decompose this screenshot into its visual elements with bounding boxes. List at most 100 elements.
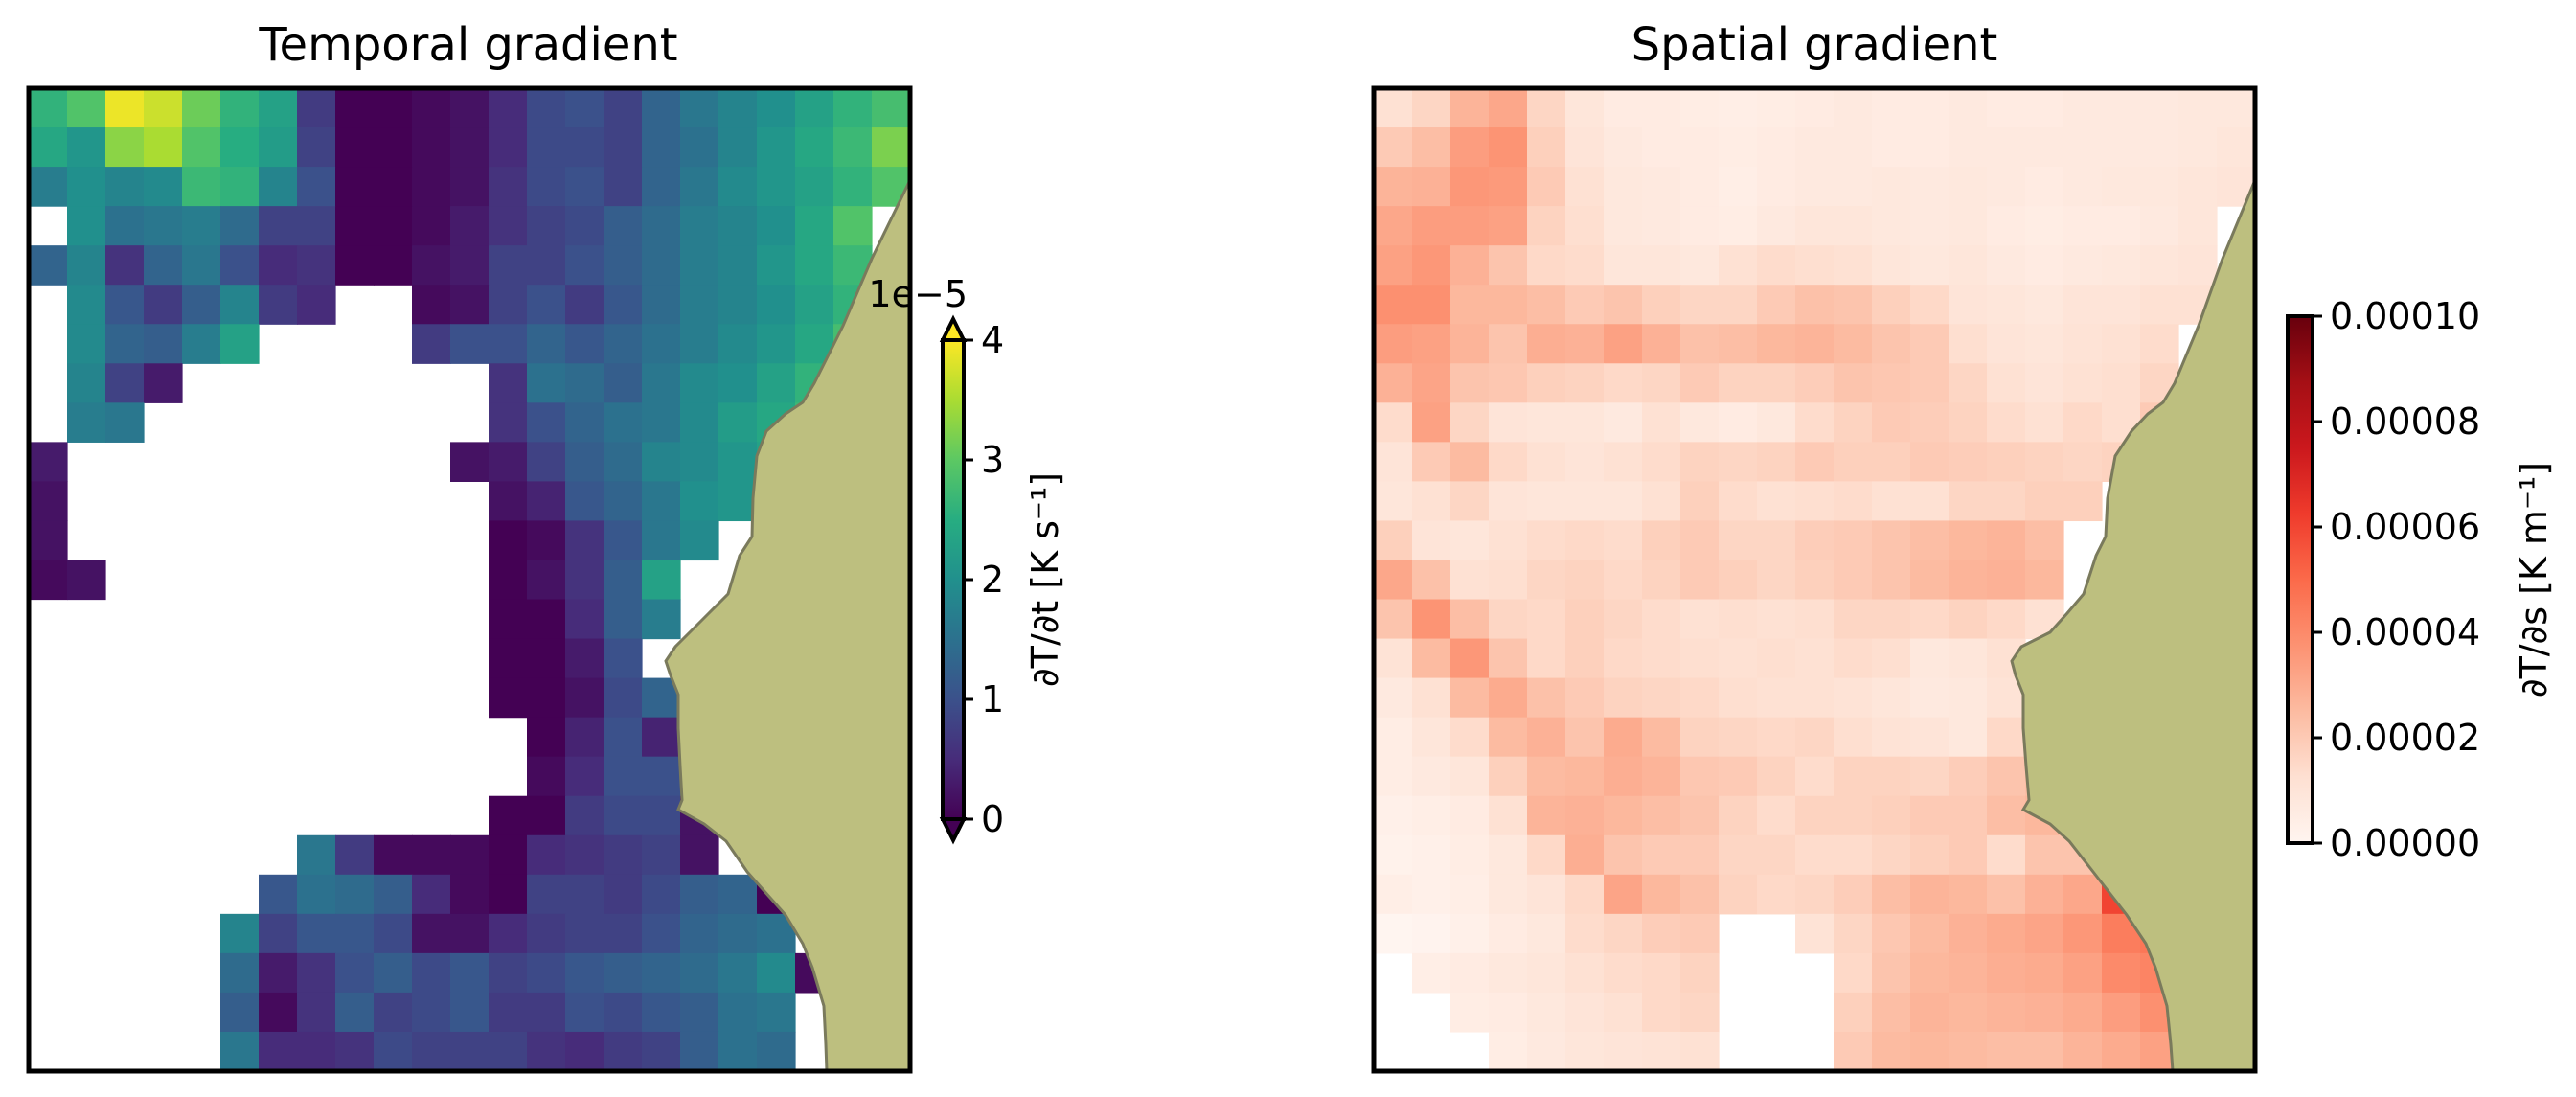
spatial-gradient-cell (1680, 520, 1720, 561)
spatial-gradient-colorbar-tick-label: 0.00010 (2330, 295, 2480, 337)
temporal-gradient-cell (718, 324, 758, 364)
temporal-gradient-cell (489, 324, 528, 364)
temporal-gradient-cell (642, 324, 681, 364)
spatial-gradient-cell (1910, 599, 1949, 640)
temporal-gradient-cell (565, 992, 604, 1033)
temporal-gradient-cell (642, 952, 681, 994)
spatial-gradient-cell (2178, 206, 2218, 246)
temporal-gradient-cell (527, 638, 566, 679)
temporal-gradient-cell (182, 127, 221, 168)
spatial-gradient-cell (1834, 481, 1873, 522)
spatial-gradient-cell (1834, 88, 1873, 128)
spatial-gradient-cell (1642, 952, 1681, 994)
spatial-gradient-cell (1987, 442, 2026, 482)
spatial-gradient-cell (1374, 756, 1413, 797)
temporal-gradient-cell (565, 88, 604, 128)
temporal-gradient-cell (680, 481, 719, 522)
temporal-gradient-cell (527, 717, 566, 758)
temporal-gradient-cell (757, 363, 796, 403)
temporal-gradient-cell (259, 167, 298, 207)
spatial-gradient-cell (1872, 206, 1911, 246)
spatial-gradient-colorbar-ticks: 0.00000 0.00002 0.00004 0.00006 0.00008 0.000… (2313, 295, 2480, 864)
spatial-gradient-cell (1834, 442, 1873, 482)
spatial-gradient-cell (1910, 717, 1949, 758)
spatial-gradient-cell (1910, 520, 1949, 561)
temporal-gradient-cell (489, 952, 528, 994)
spatial-gradient-cell (1949, 206, 1988, 246)
spatial-gradient-cell (1910, 560, 1949, 601)
spatial-gradient-cell (1872, 167, 1911, 207)
spatial-gradient-cell (1489, 1031, 1528, 1072)
spatial-gradient-cell (1757, 638, 1796, 679)
spatial-gradient-cell (1949, 756, 1988, 797)
spatial-gradient-cell (1565, 560, 1605, 601)
temporal-gradient-cell (833, 88, 873, 128)
temporal-gradient-cell (527, 481, 566, 522)
temporal-gradient-cell (489, 599, 528, 640)
spatial-gradient-cell (1987, 834, 2026, 876)
temporal-gradient-cell (565, 167, 604, 207)
spatial-gradient-cell (1987, 756, 2026, 797)
temporal-gradient-cell (105, 363, 145, 403)
temporal-gradient-cell (757, 324, 796, 364)
spatial-gradient-cell (1795, 285, 1835, 325)
temporal-gradient-cell (182, 285, 221, 325)
temporal-gradient-cell (297, 874, 336, 915)
spatial-gradient-cell (1987, 560, 2026, 601)
spatial-gradient-cell (1604, 363, 1643, 403)
temporal-gradient-cell (604, 442, 643, 482)
spatial-gradient-colorbar-tick-label: 0.00006 (2330, 506, 2480, 548)
spatial-gradient-cell (1949, 88, 1988, 128)
temporal-gradient-cell (335, 127, 375, 168)
temporal-gradient-cell (642, 717, 681, 758)
temporal-gradient-colorbar-ticks: 0 1 2 3 4 (964, 319, 1004, 840)
spatial-gradient-cell (1412, 520, 1451, 561)
temporal-gradient-cell (757, 167, 796, 207)
spatial-gradient-cell (1565, 952, 1605, 994)
spatial-gradient-cell (2063, 1031, 2103, 1072)
spatial-gradient-cell (1527, 599, 1566, 640)
spatial-gradient-cell (1642, 206, 1681, 246)
temporal-gradient-cell (527, 1031, 566, 1072)
temporal-gradient-cell (642, 756, 681, 797)
spatial-gradient-colorbar-outline (2286, 314, 2314, 845)
spatial-gradient-cell (1757, 756, 1796, 797)
temporal-gradient-cell (680, 402, 719, 443)
spatial-gradient-cell (1412, 363, 1451, 403)
temporal-gradient-cell (29, 481, 68, 522)
temporal-gradient-cell (489, 677, 528, 719)
temporal-gradient-cell (757, 245, 796, 286)
temporal-gradient-cell (182, 206, 221, 246)
spatial-gradient-cell (1374, 599, 1413, 640)
temporal-gradient-cell (565, 520, 604, 561)
temporal-gradient-cell (527, 599, 566, 640)
temporal-gradient-cell (374, 952, 413, 994)
temporal-gradient-cell (450, 834, 490, 876)
spatial-gradient-cell (1489, 206, 1528, 246)
temporal-gradient-cell (527, 324, 566, 364)
temporal-gradient-cell (489, 127, 528, 168)
temporal-gradient-cell (67, 127, 106, 168)
spatial-gradient-cell (1642, 1031, 1681, 1072)
spatial-gradient-cell (1642, 560, 1681, 601)
spatial-gradient-cell (1450, 717, 1490, 758)
spatial-gradient-cell (1489, 677, 1528, 719)
temporal-gradient-cell (67, 88, 106, 128)
spatial-gradient-cell (1872, 795, 1911, 836)
temporal-gradient-cell (565, 560, 604, 601)
temporal-gradient-cell (144, 285, 183, 325)
temporal-gradient-cell (604, 795, 643, 836)
spatial-gradient-cell (2102, 992, 2141, 1033)
spatial-gradient-cell (1565, 167, 1605, 207)
spatial-gradient-cell (1527, 638, 1566, 679)
temporal-gradient-cell (374, 992, 413, 1033)
spatial-gradient-cell (1910, 167, 1949, 207)
spatial-gradient-cell (1374, 127, 1413, 168)
spatial-gradient-cell (1872, 442, 1911, 482)
spatial-gradient-cell (1872, 481, 1911, 522)
spatial-gradient-cell (1680, 1031, 1720, 1072)
spatial-gradient-cell (1412, 324, 1451, 364)
temporal-gradient-cell (527, 206, 566, 246)
spatial-gradient-cell (1374, 481, 1413, 522)
spatial-gradient-cell (2025, 874, 2064, 915)
